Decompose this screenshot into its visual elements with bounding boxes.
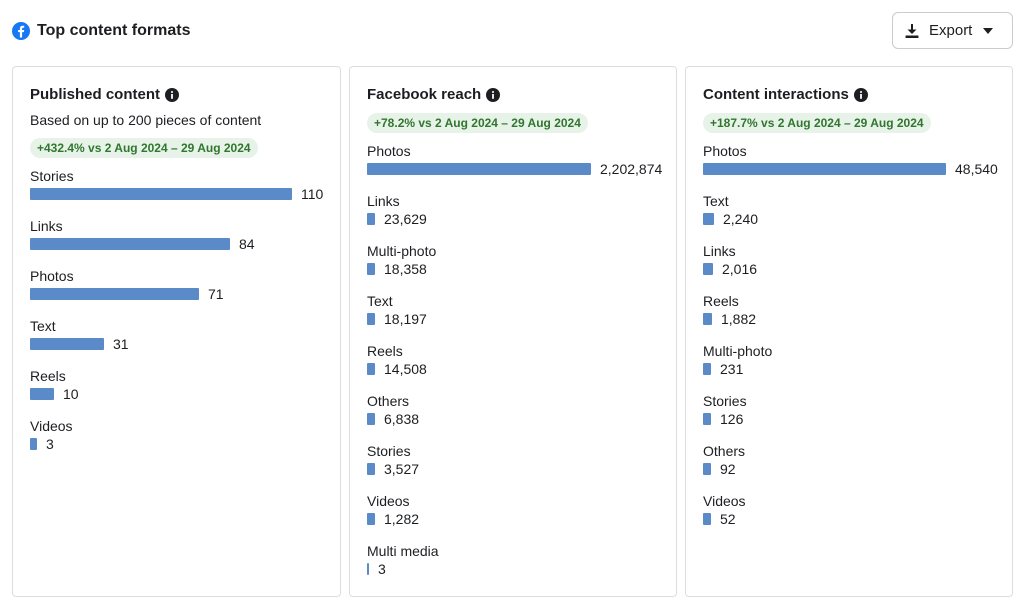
bar [367, 263, 375, 275]
bar [367, 463, 375, 475]
row-value: 84 [239, 236, 255, 252]
row-value: 52 [720, 511, 736, 527]
bar [703, 213, 714, 225]
row-value: 2,202,874 [600, 161, 663, 177]
export-label: Export [929, 22, 973, 39]
bar [367, 513, 375, 525]
bar [703, 463, 711, 475]
row-value: 18,358 [384, 261, 427, 277]
row-label: Stories [703, 393, 747, 409]
row-label: Multi-photo [367, 243, 437, 259]
bar [703, 163, 946, 175]
row-value: 3 [46, 436, 54, 452]
row-label: Links [367, 193, 400, 209]
bar [367, 563, 369, 575]
row-value: 1,882 [721, 311, 757, 327]
row-label: Reels [30, 368, 66, 384]
row-label: Text [703, 193, 729, 209]
bar [30, 388, 54, 400]
card-title: Published content [30, 85, 180, 105]
download-icon [905, 23, 919, 38]
row-label: Videos [703, 493, 746, 509]
row-value: 31 [113, 336, 129, 352]
card-title: Facebook reach [367, 85, 501, 105]
row-label: Links [703, 243, 736, 259]
facebook-icon [12, 22, 30, 40]
chevron-down-icon [983, 27, 994, 34]
bar [30, 238, 230, 250]
row-label: Stories [367, 443, 411, 459]
row-label: Reels [703, 293, 739, 309]
page-title: Top content formats [37, 22, 191, 39]
row-value: 23,629 [384, 211, 427, 227]
change-badge: +78.2% vs 2 Aug 2024 – 29 Aug 2024 [367, 113, 588, 133]
card-published-content: Published content Based on up to 200 pie… [12, 66, 341, 597]
row-label: Photos [367, 143, 411, 159]
row-value: 10 [63, 386, 79, 402]
row-label: Stories [30, 168, 74, 184]
bar [367, 213, 375, 225]
bar [703, 263, 713, 275]
row-label: Links [30, 218, 63, 234]
row-label: Reels [367, 343, 403, 359]
row-value: 3 [378, 561, 386, 577]
row-label: Photos [30, 268, 74, 284]
row-value: 48,540 [955, 161, 998, 177]
bar [367, 363, 375, 375]
card-subtitle: Based on up to 200 pieces of content [30, 112, 262, 128]
bar [367, 163, 591, 175]
row-value: 2,240 [723, 211, 759, 227]
export-button[interactable]: Export [892, 12, 1013, 49]
bar [30, 338, 104, 350]
row-label: Text [30, 318, 56, 334]
row-value: 92 [720, 461, 736, 477]
row-value: 14,508 [384, 361, 427, 377]
row-value: 126 [720, 411, 744, 427]
card-title-text: Published content [30, 86, 161, 103]
card-title-text: Facebook reach [367, 86, 482, 103]
row-label: Others [703, 443, 746, 459]
row-label: Videos [367, 493, 410, 509]
change-badge: +432.4% vs 2 Aug 2024 – 29 Aug 2024 [30, 138, 258, 158]
row-value: 3,527 [384, 461, 420, 477]
bar [703, 313, 712, 325]
bar [30, 288, 199, 300]
card-title: Content interactions [703, 85, 868, 105]
row-value: 231 [720, 361, 744, 377]
bar [703, 513, 711, 525]
row-label: Others [367, 393, 410, 409]
card-content-interactions: Content interactions +187.7% vs 2 Aug 20… [685, 66, 1013, 597]
row-label: Photos [703, 143, 747, 159]
row-label: Multi-photo [703, 343, 773, 359]
info-icon[interactable] [853, 88, 868, 102]
bar [703, 363, 711, 375]
bar [367, 413, 375, 425]
card-title-text: Content interactions [703, 86, 849, 103]
row-label: Text [367, 293, 393, 309]
row-label: Videos [30, 418, 73, 434]
bar [367, 313, 375, 325]
row-value: 71 [208, 286, 224, 302]
info-icon[interactable] [165, 88, 180, 102]
bar [30, 438, 37, 450]
bar [30, 188, 292, 200]
row-label: Multi media [367, 543, 439, 559]
row-value: 6,838 [384, 411, 420, 427]
card-facebook-reach: Facebook reach +78.2% vs 2 Aug 2024 – 29… [349, 66, 677, 597]
row-value: 110 [301, 186, 324, 202]
page-header: Top content formats Export [0, 0, 1024, 60]
row-value: 2,016 [722, 261, 758, 277]
info-icon[interactable] [486, 88, 501, 102]
bar [703, 413, 711, 425]
change-badge: +187.7% vs 2 Aug 2024 – 29 Aug 2024 [703, 113, 931, 133]
row-value: 1,282 [384, 511, 420, 527]
row-value: 18,197 [384, 311, 427, 327]
